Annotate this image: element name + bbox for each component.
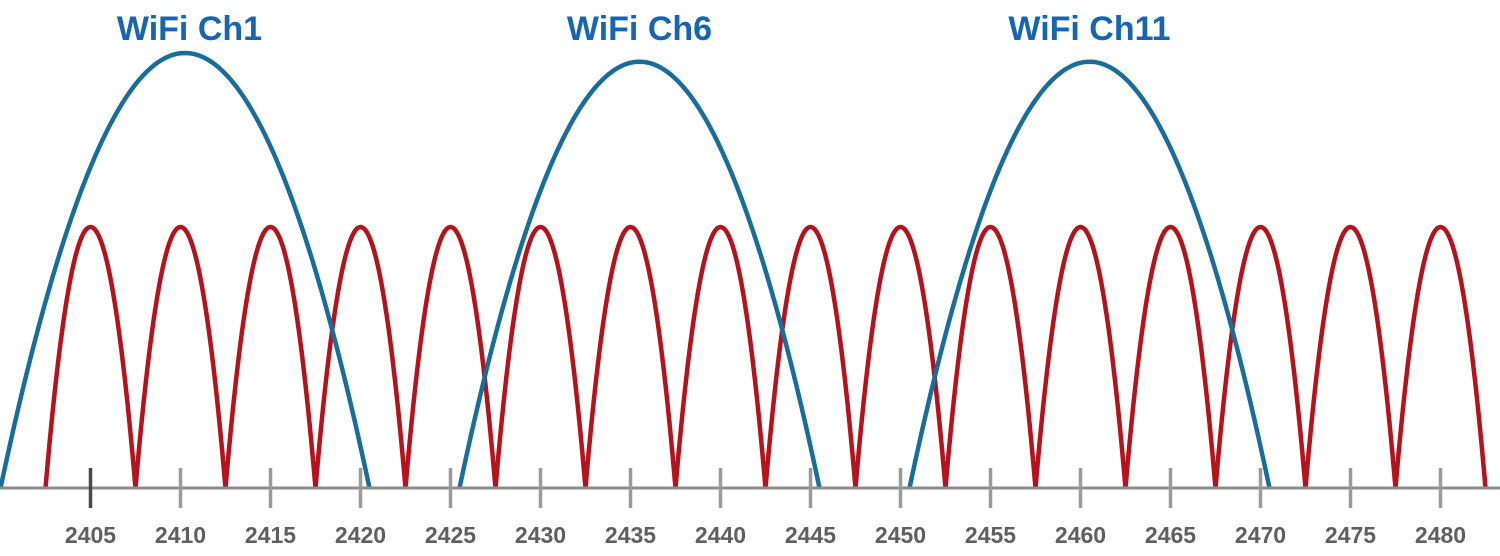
x-tick-label: 2445 bbox=[785, 522, 836, 548]
x-tick-label: 2480 bbox=[1415, 522, 1466, 548]
x-tick-label: 2405 bbox=[65, 522, 116, 548]
narrow-channel-curve-2455 bbox=[943, 224, 1038, 489]
narrow-channel-curve-2480 bbox=[1393, 224, 1488, 489]
narrow-channel-curve-2445 bbox=[763, 224, 858, 489]
frequency-axis bbox=[0, 468, 1500, 508]
wifi-channel-curve-3 bbox=[907, 59, 1272, 489]
x-tick-label: 2435 bbox=[605, 522, 656, 548]
wifi-channel-label: WiFi Ch1 bbox=[117, 10, 262, 48]
narrow-channel-curve-2465 bbox=[1123, 224, 1218, 489]
x-tick-label: 2455 bbox=[965, 522, 1016, 548]
narrow-channel-layer bbox=[43, 224, 1488, 489]
narrow-channel-curve-2435 bbox=[583, 224, 678, 489]
x-tick-label: 2440 bbox=[695, 522, 746, 548]
wifi-label-layer: WiFi Ch1 WiFi Ch6 WiFi Ch11 bbox=[117, 10, 1171, 48]
narrow-channel-curve-2470 bbox=[1213, 224, 1308, 489]
narrow-channel-curve-2450 bbox=[853, 224, 948, 489]
x-tick-label: 2470 bbox=[1235, 522, 1286, 548]
x-tick-label: 2410 bbox=[155, 522, 206, 548]
narrow-channel-curve-2440 bbox=[673, 224, 768, 489]
wifi-channel-label: WiFi Ch11 bbox=[1008, 10, 1170, 48]
x-tick-label: 2420 bbox=[335, 522, 386, 548]
narrow-channel-curve-2460 bbox=[1033, 224, 1128, 489]
x-tick-label: 2425 bbox=[425, 522, 476, 548]
narrow-channel-curve-2405 bbox=[43, 224, 138, 489]
x-tick-label: 2475 bbox=[1325, 522, 1376, 548]
tick-label-layer: 2405 2410 2415 2420 2425 2430 2435 2440 2445 2450… bbox=[65, 522, 1466, 548]
wifi-channel-curve-1 bbox=[0, 50, 372, 489]
x-tick-label: 2460 bbox=[1055, 522, 1106, 548]
narrow-channel-curve-2420 bbox=[313, 224, 408, 489]
x-tick-label: 2450 bbox=[875, 522, 926, 548]
narrow-channel-curve-2430 bbox=[493, 224, 588, 489]
narrow-channel-curve-2415 bbox=[223, 224, 318, 489]
wifi-channel-curve-2 bbox=[457, 59, 822, 489]
wifi-channel-label: WiFi Ch6 bbox=[567, 10, 712, 48]
narrow-channel-curve-2475 bbox=[1303, 224, 1398, 489]
x-tick-label: 2415 bbox=[245, 522, 296, 548]
x-tick-label: 2430 bbox=[515, 522, 566, 548]
narrow-channel-curve-2425 bbox=[403, 224, 498, 489]
narrow-channel-curve-2410 bbox=[133, 224, 228, 489]
wifi-channel-layer bbox=[0, 50, 1272, 489]
x-tick-label: 2465 bbox=[1145, 522, 1196, 548]
